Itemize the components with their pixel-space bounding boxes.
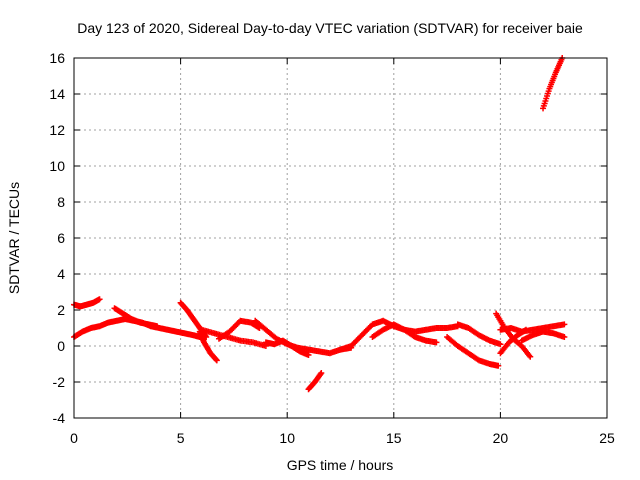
y-tick-label: 2 — [57, 302, 65, 318]
data-point — [561, 334, 568, 340]
y-tick-label: -2 — [53, 374, 66, 390]
x-axis-label: GPS time / hours — [287, 457, 394, 473]
y-tick-label: 6 — [57, 230, 65, 246]
y-tick-label: 0 — [57, 338, 65, 354]
series-arc-s — [540, 55, 566, 112]
y-tick-label: 4 — [57, 266, 65, 282]
data-point — [495, 362, 502, 369]
series-arc-m — [444, 334, 502, 369]
series-arc-j — [305, 370, 325, 393]
data-point — [561, 321, 568, 328]
data-point — [317, 371, 324, 378]
y-tick-label: 12 — [49, 122, 65, 138]
y-tick-label: 14 — [49, 86, 65, 102]
x-tick-label: 25 — [599, 430, 615, 446]
series-arc-l — [369, 321, 440, 346]
ticks: 0 5 10 15 20 25 -4 -2 0 2 4 6 8 10 12 14 16 — [49, 50, 615, 446]
data-point — [527, 353, 534, 360]
series-arc-q — [497, 326, 529, 357]
series-arc-c — [111, 305, 161, 330]
chart-title: Day 123 of 2020, Sidereal Day-to-day VTE… — [77, 20, 583, 36]
x-tick-label: 15 — [386, 430, 402, 446]
data-point — [522, 326, 529, 333]
data-point — [497, 341, 504, 348]
grid — [74, 58, 607, 418]
x-tick-label: 0 — [70, 430, 78, 446]
data-point — [213, 356, 220, 363]
data-point — [154, 323, 161, 330]
y-tick-label: 16 — [49, 50, 65, 66]
series-arc-e — [196, 328, 220, 364]
data-point — [213, 357, 220, 364]
data-point — [433, 339, 440, 346]
data-point — [318, 370, 325, 376]
x-tick-label: 10 — [279, 430, 295, 446]
series-arc-i — [262, 337, 312, 358]
y-tick-label: -4 — [53, 410, 66, 426]
series-arc-n — [454, 321, 504, 348]
data-point — [96, 296, 103, 303]
y-tick-label: 8 — [57, 194, 65, 210]
x-tick-label: 5 — [177, 430, 185, 446]
y-tick-label: 10 — [49, 158, 65, 174]
data-point — [305, 352, 312, 358]
series-arc-r — [518, 328, 568, 344]
data-marks — [71, 55, 568, 393]
y-axis-label: SDTVAR / TECUs — [6, 182, 22, 294]
x-tick-label: 20 — [493, 430, 509, 446]
